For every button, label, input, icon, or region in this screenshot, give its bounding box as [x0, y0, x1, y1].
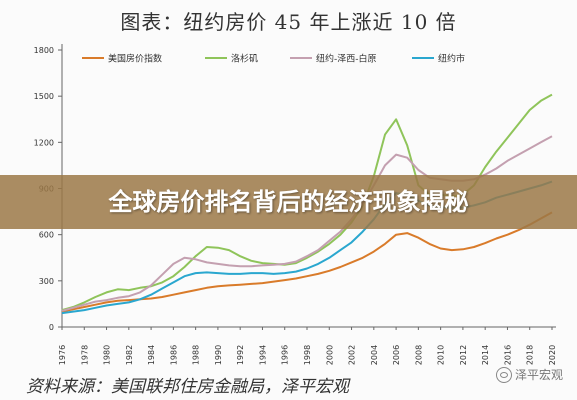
y-tick-label: 600 — [39, 231, 54, 240]
x-tick-label: 2000 — [325, 345, 334, 365]
x-tick-label: 2018 — [526, 345, 535, 365]
x-tick-label: 2020 — [548, 345, 557, 365]
x-tick-label: 1986 — [169, 345, 178, 365]
watermark: 泽平宏观 — [495, 366, 563, 383]
legend-label-0: 美国房价指数 — [108, 53, 162, 65]
x-tick-label: 1976 — [58, 345, 67, 365]
chart-title: 图表：纽约房价 45 年上涨近 10 倍 — [120, 10, 457, 34]
x-tick-label: 1978 — [80, 345, 89, 365]
x-tick-label: 1996 — [281, 345, 290, 365]
wechat-icon — [495, 366, 512, 383]
x-tick-label: 1980 — [103, 345, 112, 365]
x-tick-label: 2014 — [481, 345, 490, 365]
source-note: 资料来源：美国联邦住房金融局，泽平宏观 — [26, 377, 349, 397]
x-tick-label: 2004 — [370, 345, 379, 365]
watermark-text: 泽平宏观 — [514, 368, 563, 382]
x-tick-label: 1994 — [258, 345, 267, 365]
y-tick-label: 1200 — [34, 138, 54, 147]
x-tick-label: 1988 — [192, 345, 201, 365]
banner-background — [0, 175, 577, 229]
series-line-0 — [61, 211, 553, 313]
x-tick-label: 2002 — [348, 345, 357, 365]
legend-label-1: 洛杉矶 — [231, 53, 258, 65]
x-tick-label: 1984 — [147, 345, 156, 365]
x-tick-label: 2008 — [414, 345, 423, 365]
y-tick-label: 0 — [49, 323, 54, 332]
x-tick-label: 1992 — [236, 345, 245, 365]
y-tick-label: 300 — [39, 277, 54, 286]
legend-label-3: 纽约市 — [438, 53, 465, 65]
x-tick-label: 1982 — [125, 345, 134, 365]
x-tick-label: 2010 — [437, 345, 446, 365]
x-tick-label: 1998 — [303, 345, 312, 365]
x-tick-label: 2012 — [459, 345, 468, 365]
legend-label-2: 纽约-泽西-白原 — [316, 53, 377, 65]
x-tick-label: 2016 — [503, 345, 512, 365]
banner-headline: 全球房价排名背后的经济现象揭秘 — [108, 188, 469, 216]
x-tick-label: 2006 — [392, 345, 401, 365]
y-tick-label: 1800 — [34, 46, 54, 55]
x-tick-label: 1990 — [214, 345, 223, 365]
y-tick-label: 1500 — [34, 92, 54, 101]
